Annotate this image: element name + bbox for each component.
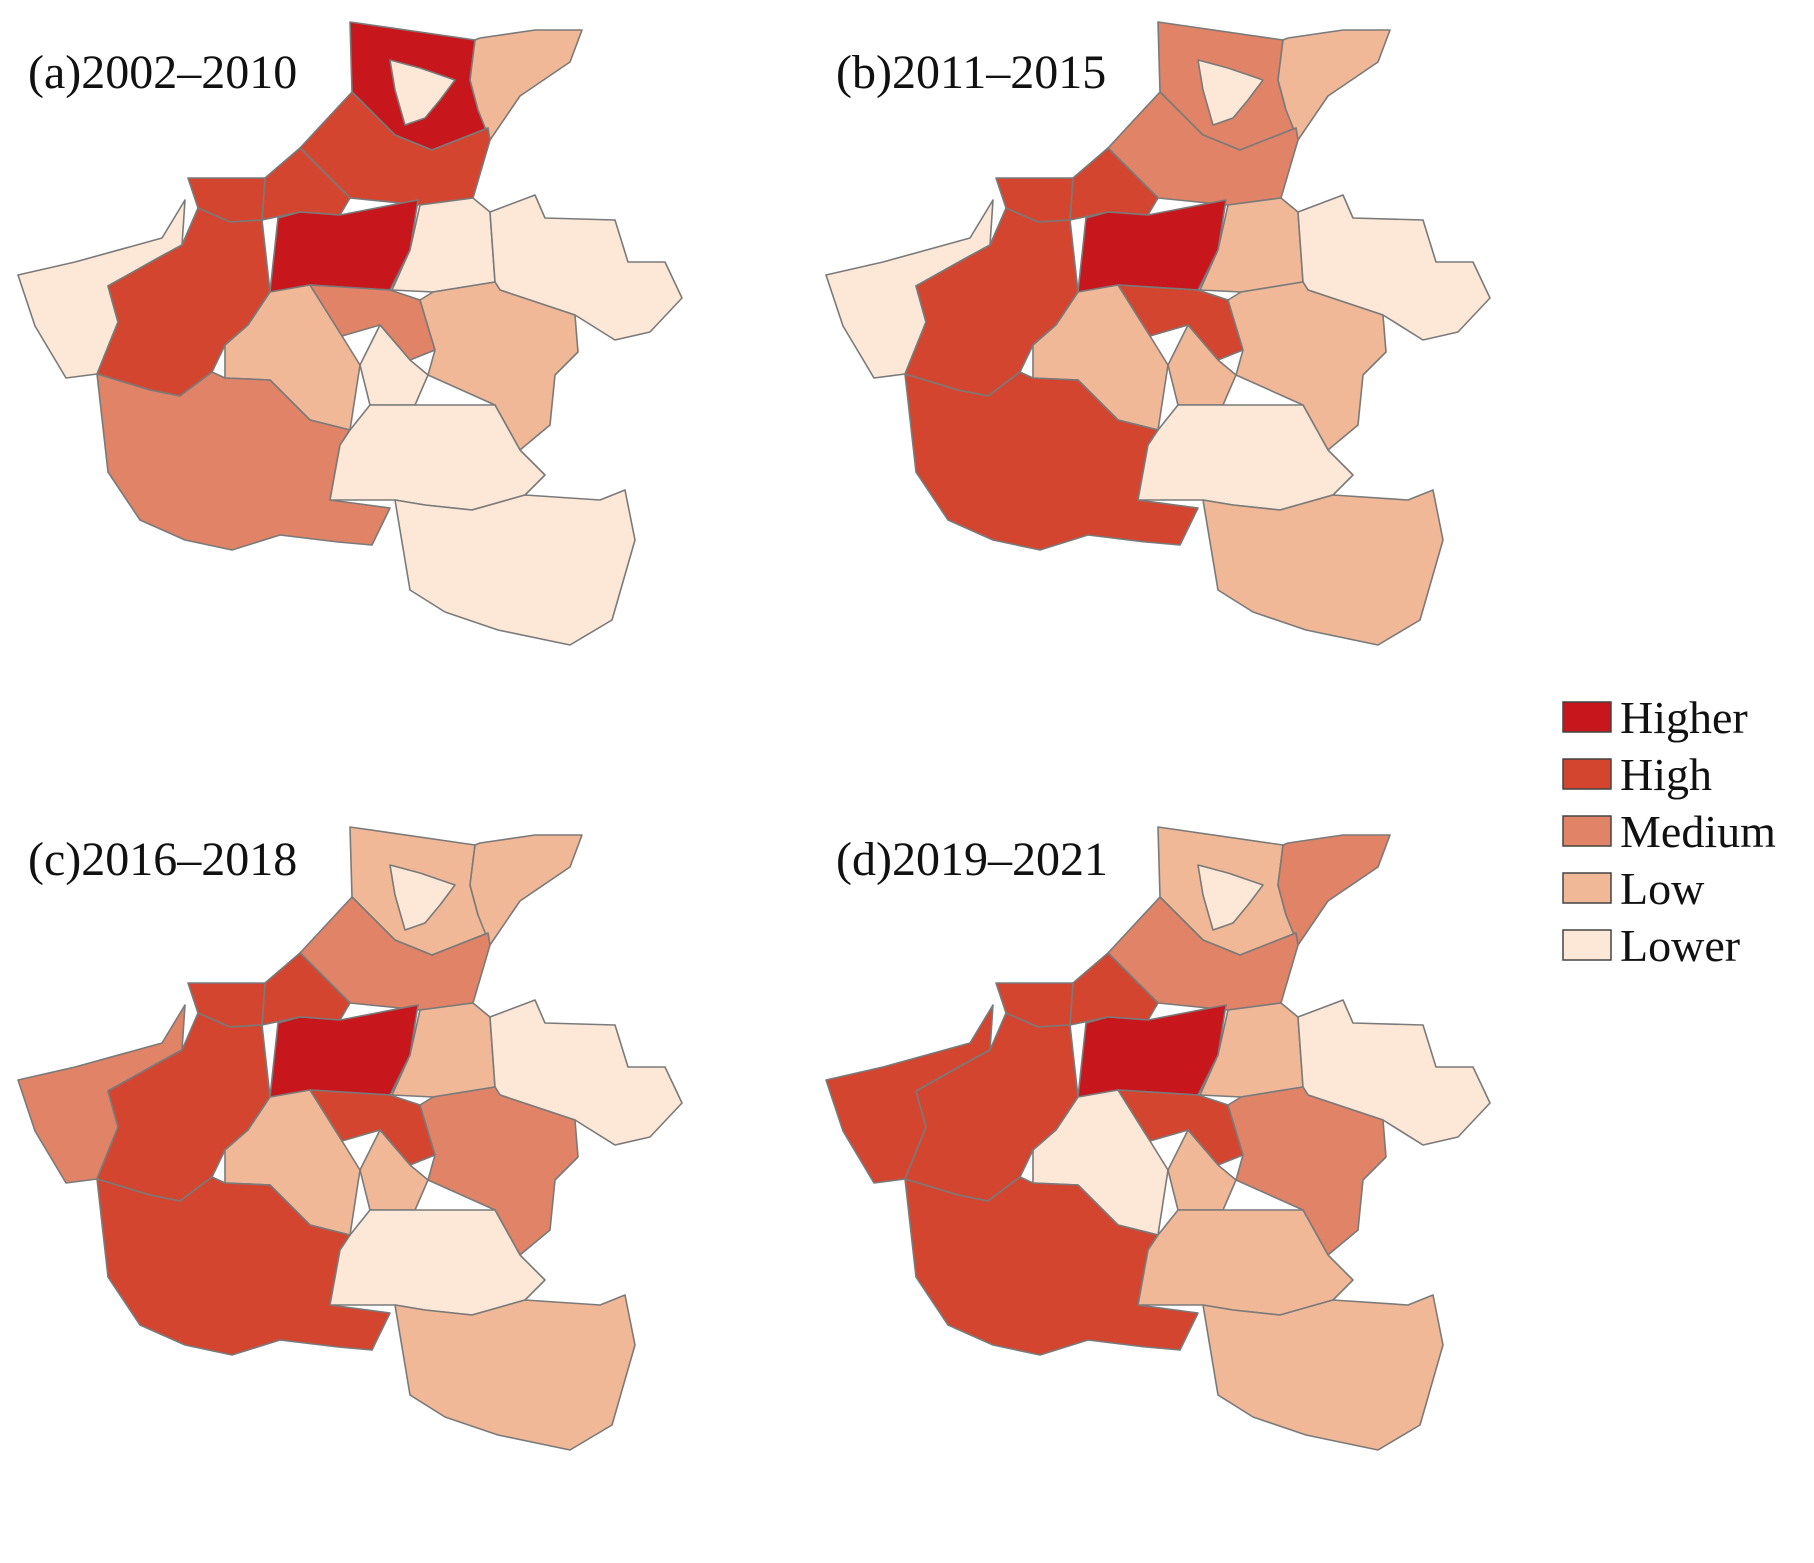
region-hebi <box>389 59 456 126</box>
legend-swatch-lower <box>1562 929 1612 961</box>
region-hebi <box>389 864 456 931</box>
region-xuchang <box>309 1089 436 1166</box>
region-xinyang <box>1202 489 1444 646</box>
region-xuchang <box>309 284 436 361</box>
legend-item-lower: Lower <box>1562 920 1740 971</box>
legend-swatch-low <box>1562 872 1612 904</box>
map-panel-d: (d)2019–2021 <box>825 826 1491 1451</box>
region-xinyang <box>394 489 636 646</box>
region-zhoukou <box>419 281 579 451</box>
legend-item-high: High <box>1562 749 1712 800</box>
legend: Higher High Medium Low Lower <box>1562 692 1776 971</box>
legend-swatch-higher <box>1562 701 1612 733</box>
region-puyang <box>469 29 583 141</box>
region-puyang <box>469 834 583 946</box>
panel-label-d: (d)2019–2021 <box>836 833 1108 886</box>
panel-label-c: (c)2016–2018 <box>28 833 297 886</box>
region-zhoukou <box>419 1086 579 1256</box>
legend-item-medium: Medium <box>1562 806 1776 857</box>
panel-label-a: (a)2002–2010 <box>28 46 297 99</box>
region-zhengzhou <box>269 199 419 293</box>
legend-label-high: High <box>1620 749 1712 800</box>
region-xinyang <box>394 1294 636 1451</box>
region-xinyang <box>1202 1294 1444 1451</box>
region-xuchang <box>1117 284 1244 361</box>
legend-label-higher: Higher <box>1620 692 1748 743</box>
region-puyang <box>1277 29 1391 141</box>
panel-label-b: (b)2011–2015 <box>836 46 1106 99</box>
legend-swatch-high <box>1562 758 1612 790</box>
region-zhoukou <box>1227 281 1387 451</box>
region-puyang <box>1277 834 1391 946</box>
region-xuchang <box>1117 1089 1244 1166</box>
region-zhengzhou <box>269 1004 419 1098</box>
legend-label-lower: Lower <box>1620 920 1740 971</box>
region-hebi <box>1197 59 1264 126</box>
region-zhengzhou <box>1077 199 1227 293</box>
legend-item-higher: Higher <box>1562 692 1748 743</box>
region-hebi <box>1197 864 1264 931</box>
legend-swatch-medium <box>1562 815 1612 847</box>
legend-label-low: Low <box>1620 863 1705 914</box>
map-panel-c: (c)2016–2018 <box>17 826 683 1451</box>
legend-label-medium: Medium <box>1620 806 1776 857</box>
region-zhengzhou <box>1077 1004 1227 1098</box>
region-zhoukou <box>1227 1086 1387 1256</box>
map-panel-b: (b)2011–2015 <box>825 21 1491 646</box>
map-panel-a: (a)2002–2010 <box>17 21 683 646</box>
legend-item-low: Low <box>1562 863 1705 914</box>
